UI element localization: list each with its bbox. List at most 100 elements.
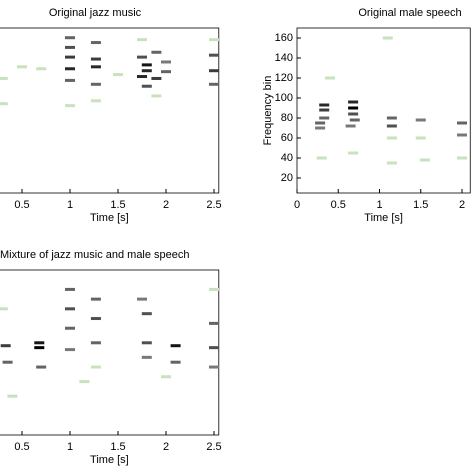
spectrogram-cell — [345, 124, 356, 128]
spectrogram-cell — [65, 287, 75, 291]
x-axis-label: Time [s] — [364, 212, 403, 224]
spectrogram-cell — [90, 99, 101, 103]
spectrogram-cell — [141, 355, 152, 359]
x-tick-label: 2 — [163, 441, 169, 453]
spectrogram-cell — [65, 307, 75, 311]
spectrogram-cell — [316, 156, 327, 160]
x-tick-label: 1 — [67, 199, 73, 211]
spectrogram-cell — [137, 75, 147, 79]
spectrogram-cell — [386, 124, 397, 128]
spectrogram-cell — [90, 365, 101, 369]
x-tick-label: 1.5 — [413, 199, 428, 211]
panel-title: Original jazz music — [49, 7, 142, 19]
spectrogram-cell — [151, 50, 162, 54]
x-tick-label: 1.5 — [110, 199, 125, 211]
spectrogram-cell — [90, 65, 101, 69]
plot-area — [0, 269, 220, 436]
spectrogram-cell — [170, 344, 181, 348]
spectrogram-cell — [141, 312, 152, 316]
spectrogram-cell — [315, 126, 326, 130]
spectrogram-cell — [348, 151, 359, 155]
x-tick-label: 0 — [294, 199, 300, 211]
spectrogram-cell — [36, 365, 47, 369]
y-axis-label: Frequency bin — [262, 76, 274, 146]
spectrogram-cell — [7, 394, 18, 398]
panel-title: Original male speech — [358, 7, 461, 19]
spectrogram-cell — [141, 69, 152, 73]
spectrogram-cell — [161, 375, 171, 379]
spectrogram-cell — [315, 121, 326, 125]
spectrogram-cell — [90, 341, 101, 345]
spectrogram-cell — [151, 94, 162, 98]
spectrogram-cell — [151, 76, 162, 80]
x-tick-label: 0.5 — [331, 199, 346, 211]
spectrogram-cell — [419, 158, 430, 162]
spectrogram-cell — [170, 360, 181, 364]
y-tick-label: 160 — [275, 32, 293, 44]
y-tick-label: 40 — [281, 152, 293, 164]
spectrogram-cell — [319, 116, 330, 120]
spectrogram-cell — [386, 116, 397, 120]
spectrogram-cell — [0, 76, 8, 80]
spectrogram-cell — [65, 326, 75, 330]
x-tick-label: 2.5 — [206, 441, 221, 453]
spectrogram-cell — [0, 102, 8, 106]
spectrogram-cell — [319, 108, 330, 112]
y-tick-label: 60 — [281, 132, 293, 144]
spectrogram-cell — [137, 55, 147, 59]
spectrogram-cell — [348, 100, 359, 104]
x-axis-label: Time [s] — [90, 454, 129, 466]
x-tick-label: 1.5 — [110, 441, 125, 453]
y-tick-label: 120 — [275, 72, 293, 84]
spectrogram-cell — [90, 57, 101, 61]
spectrogram-cell — [382, 36, 393, 40]
spectrogram-cell — [65, 45, 75, 49]
spectrogram-cell — [209, 69, 219, 73]
y-tick-label: 140 — [275, 52, 293, 64]
spectrogram-cell — [209, 82, 219, 86]
y-tick-label: 100 — [275, 92, 293, 104]
spectrogram-cell — [113, 73, 123, 77]
spectrogram-cell — [36, 67, 47, 71]
y-tick-label: 80 — [281, 112, 293, 124]
spectrogram-cell — [65, 104, 75, 108]
spectrogram-cell — [65, 78, 75, 82]
spectrogram-cell — [137, 38, 147, 42]
spectrogram-cell — [415, 118, 426, 122]
spectrogram-cell — [386, 136, 397, 140]
spectrogram-cell — [161, 60, 171, 64]
spectrogram-cell — [415, 136, 426, 140]
spectrogram-cell — [34, 346, 45, 350]
spectrogram-cell — [0, 307, 8, 311]
spectrogram-cell — [141, 341, 152, 345]
x-tick-label: 2 — [459, 199, 465, 211]
x-tick-label: 1 — [67, 441, 73, 453]
x-tick-label: 0.5 — [14, 199, 29, 211]
spectrogram-cell — [65, 55, 75, 59]
spectrogram-cell — [348, 112, 359, 116]
spectrogram-cell — [457, 121, 467, 125]
spectrogram-cell — [65, 348, 75, 352]
spectrogram-cell — [209, 53, 219, 57]
spectrogram-cell — [90, 297, 101, 301]
spectrogram-cell — [65, 36, 75, 40]
spectrogram-cell — [209, 365, 219, 369]
x-tick-label: 2.5 — [206, 199, 221, 211]
spectrogram-cell — [137, 297, 147, 301]
spectrogram-cell — [65, 67, 75, 71]
spectrogram-cell — [141, 84, 152, 88]
spectrogram-cell — [79, 380, 90, 384]
spectrogram-cell — [2, 360, 13, 364]
spectrogram-cell — [161, 70, 171, 74]
spectrogram-cell — [209, 38, 219, 42]
x-tick-label: 1 — [376, 199, 382, 211]
spectrogram-cell — [348, 106, 359, 110]
spectrogram-cell — [17, 65, 27, 69]
spectrogram-cell — [349, 118, 360, 122]
spectrogram-cell — [209, 346, 219, 350]
x-axis-label: Time [s] — [90, 212, 129, 224]
spectrogram-cell — [209, 287, 219, 291]
spectrogram-cell — [90, 82, 101, 86]
spectrogram-cell — [209, 321, 219, 325]
